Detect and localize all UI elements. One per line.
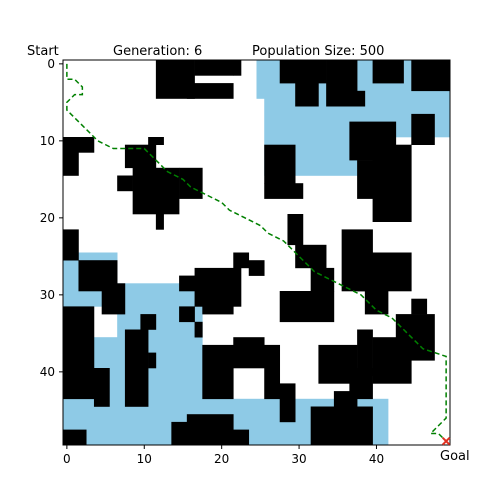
x-axis-ticks: 0 10 20 30 40: [63, 445, 384, 466]
obstacle-region: [372, 60, 404, 84]
obstacle-region: [101, 283, 126, 315]
obstacle-region: [295, 244, 327, 269]
obstacle-region: [248, 260, 265, 276]
obstacle-region: [148, 137, 164, 145]
obstacle-region: [202, 344, 234, 400]
y-tick-label: 30: [40, 288, 55, 302]
obstacle-region: [155, 214, 164, 230]
generation-label: Generation: 6: [113, 44, 202, 59]
plot-frame: [62, 59, 451, 446]
obstacle-region: [179, 306, 195, 323]
start-label: Start: [27, 44, 59, 59]
obstacle-region: [264, 183, 304, 199]
obstacle-region: [148, 352, 157, 369]
obstacle-region: [202, 306, 234, 315]
obstacle-region: [357, 329, 373, 376]
obstacle-region: [279, 291, 335, 323]
obstacle-region: [333, 391, 358, 415]
obstacle-region: [179, 275, 203, 292]
x-tick-label: 20: [214, 452, 229, 466]
x-tick-label: 10: [137, 452, 152, 466]
x-tick-label: 30: [291, 452, 306, 466]
obstacle-region: [411, 113, 435, 145]
obstacle-region: [233, 337, 265, 369]
obstacle-region: [171, 421, 195, 446]
obstacle-region: [63, 229, 79, 261]
y-tick-label: 0: [47, 57, 55, 71]
x-tick-label: 0: [63, 452, 71, 466]
x-tick-label: 40: [369, 452, 384, 466]
obstacle-region: [411, 60, 451, 92]
population-size-label: Population Size: 500: [252, 44, 384, 59]
obstacle-region: [124, 329, 149, 407]
y-tick-label: 20: [40, 211, 55, 225]
obstacle-region: [341, 90, 366, 107]
obstacle-region: [395, 314, 435, 361]
obstacle-region: [364, 267, 389, 315]
obstacle-region: [186, 83, 234, 99]
goal-marker-stroke: [441, 436, 451, 446]
y-tick-label: 40: [40, 365, 55, 379]
obstacle-region: [295, 75, 319, 107]
obstacle-region: [78, 137, 95, 153]
obstacle-region: [63, 429, 87, 446]
obstacle-region: [310, 267, 335, 292]
obstacle-region: [63, 137, 79, 176]
obstacle-region: [233, 60, 242, 76]
goal-marker: [441, 436, 451, 446]
obstacle-region: [357, 160, 404, 199]
obstacle-region: [140, 314, 157, 330]
obstacle-region: [63, 306, 95, 400]
obstacle-region: [179, 167, 203, 199]
obstacle-region: [287, 214, 304, 246]
obstacle-region: [132, 167, 180, 215]
obstacle-region: [264, 144, 296, 184]
obstacle-region: [233, 429, 250, 446]
obstacle-region: [124, 144, 157, 169]
y-tick-label: 10: [40, 134, 55, 148]
obstacle-region: [279, 383, 296, 423]
obstacle-region: [117, 175, 133, 192]
obstacle-region: [194, 321, 203, 338]
best-path-line: [66, 63, 447, 442]
goal-label: Goal: [440, 449, 470, 464]
y-axis-ticks: 0 10 20 30 40: [40, 57, 63, 379]
path-layer: [66, 63, 447, 442]
obstacle-region: [411, 298, 428, 315]
obstacle-region: [93, 368, 110, 407]
obstacle-region: [233, 252, 250, 269]
obstacle-region: [264, 344, 281, 400]
cell-layer: [63, 60, 451, 446]
obstacle-region: [194, 60, 234, 76]
